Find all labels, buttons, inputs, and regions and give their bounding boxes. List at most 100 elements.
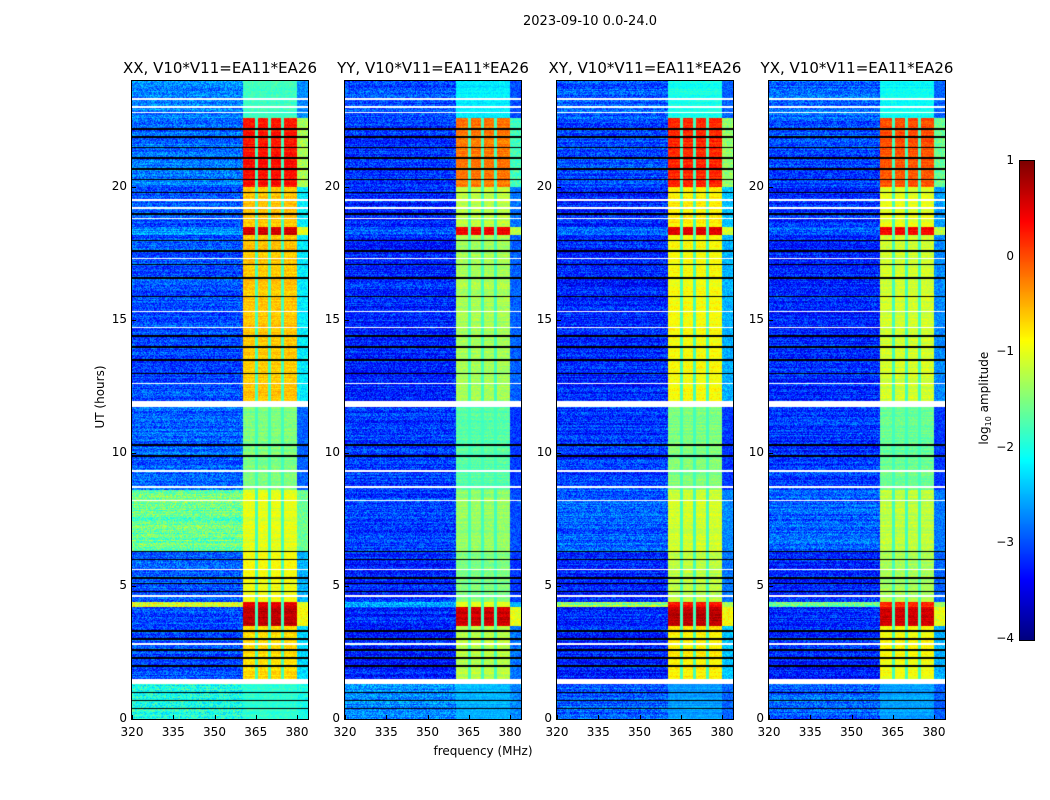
heatmap-image (557, 81, 733, 719)
colorbar-tick-label: −1 (996, 344, 1014, 359)
y-tick-label: 0 (544, 711, 552, 725)
x-tick-mark (934, 715, 935, 719)
colorbar-tick-label: −4 (996, 631, 1014, 645)
y-tick-label: 20 (324, 179, 340, 194)
y-tick-mark (769, 586, 773, 588)
x-tick-mark (598, 715, 600, 719)
x-axis-label: frequency (MHz) (433, 744, 533, 758)
y-tick-mark (132, 187, 136, 189)
y-axis-label: UT (hours) (93, 365, 107, 429)
y-tick-mark (769, 719, 773, 720)
x-tick-mark (345, 715, 346, 719)
colorbar-tick-label: −3 (996, 535, 1014, 550)
heatmap-panel (556, 80, 734, 720)
colorbar-tick-label: 1 (1006, 153, 1014, 167)
x-tick-mark (173, 715, 175, 719)
y-tick-label: 0 (756, 711, 764, 725)
x-tick-label: 335 (798, 725, 822, 739)
x-tick-label: 365 (669, 725, 693, 739)
x-tick-label: 380 (498, 725, 522, 739)
y-tick-label: 10 (536, 445, 552, 460)
y-tick-label: 15 (748, 312, 764, 327)
x-tick-mark (468, 715, 470, 719)
panel-title: YY, V10*V11=EA11*EA26 (337, 59, 529, 77)
x-tick-mark (851, 715, 853, 719)
x-tick-mark (427, 715, 429, 719)
heatmap-image (345, 81, 521, 719)
x-tick-label: 350 (840, 725, 863, 739)
y-tick-label: 15 (324, 312, 340, 327)
panel-title: YX, V10*V11=EA11*EA26 (760, 59, 954, 77)
x-tick-mark (510, 715, 511, 719)
y-tick-label: 15 (536, 312, 552, 327)
colorbar-tick-label: −2 (996, 439, 1014, 454)
y-tick-label: 10 (324, 445, 340, 460)
x-tick-label: 365 (244, 725, 268, 739)
x-tick-mark (132, 715, 133, 719)
heatmap-image (769, 81, 945, 719)
x-tick-label: 320 (545, 725, 569, 739)
x-tick-label: 380 (922, 725, 946, 739)
y-tick-mark (345, 586, 349, 588)
x-tick-label: 350 (203, 725, 226, 739)
y-tick-label: 5 (332, 578, 340, 593)
y-tick-mark (769, 187, 773, 189)
x-tick-label: 350 (628, 725, 651, 739)
y-tick-mark (557, 320, 561, 322)
y-tick-mark (345, 453, 349, 455)
figure-title: 2023-09-10 0.0-24.0 (523, 14, 657, 29)
x-tick-mark (557, 715, 558, 719)
x-tick-mark (680, 715, 682, 719)
panel-title: XX, V10*V11=EA11*EA26 (122, 59, 317, 77)
heatmap-image (132, 81, 308, 719)
y-tick-label: 5 (756, 578, 764, 593)
x-tick-mark (255, 715, 257, 719)
y-tick-label: 20 (748, 179, 764, 194)
x-tick-label: 320 (757, 725, 781, 739)
y-tick-label: 5 (544, 578, 552, 593)
colorbar-tick-label: 0 (1006, 248, 1014, 263)
colorbar (1019, 160, 1035, 641)
y-tick-label: 20 (111, 179, 127, 194)
x-tick-label: 380 (710, 725, 734, 739)
panel-title: XY, V10*V11=EA11*EA26 (548, 59, 742, 77)
x-tick-mark (769, 715, 770, 719)
y-tick-mark (132, 453, 136, 455)
x-tick-mark (386, 715, 388, 719)
y-tick-mark (769, 320, 773, 322)
y-tick-label: 0 (332, 711, 340, 725)
x-tick-label: 335 (374, 725, 398, 739)
y-tick-mark (132, 719, 136, 720)
x-tick-mark (892, 715, 894, 719)
x-tick-mark (214, 715, 216, 719)
y-tick-label: 10 (748, 445, 764, 460)
heatmap-panel (768, 80, 946, 720)
y-tick-label: 0 (119, 711, 127, 725)
y-tick-label: 20 (536, 179, 552, 194)
y-tick-label: 5 (119, 578, 127, 593)
y-tick-mark (345, 320, 349, 322)
x-tick-label: 320 (120, 725, 144, 739)
x-tick-label: 365 (881, 725, 905, 739)
y-tick-label: 10 (111, 445, 127, 460)
heatmap-panel (131, 80, 309, 720)
y-tick-mark (557, 586, 561, 588)
y-tick-label: 15 (111, 312, 127, 327)
y-tick-mark (769, 453, 773, 455)
x-tick-label: 335 (161, 725, 185, 739)
x-tick-mark (810, 715, 812, 719)
y-tick-mark (557, 719, 561, 720)
x-tick-label: 365 (457, 725, 481, 739)
y-tick-mark (345, 719, 349, 720)
y-tick-mark (345, 187, 349, 189)
y-tick-mark (132, 320, 136, 322)
x-tick-label: 335 (586, 725, 610, 739)
x-tick-mark (297, 715, 298, 719)
x-tick-mark (639, 715, 641, 719)
x-tick-label: 350 (416, 725, 439, 739)
x-tick-label: 320 (333, 725, 357, 739)
y-tick-mark (132, 586, 136, 588)
heatmap-panel (344, 80, 522, 720)
y-tick-mark (557, 187, 561, 189)
x-tick-mark (722, 715, 723, 719)
